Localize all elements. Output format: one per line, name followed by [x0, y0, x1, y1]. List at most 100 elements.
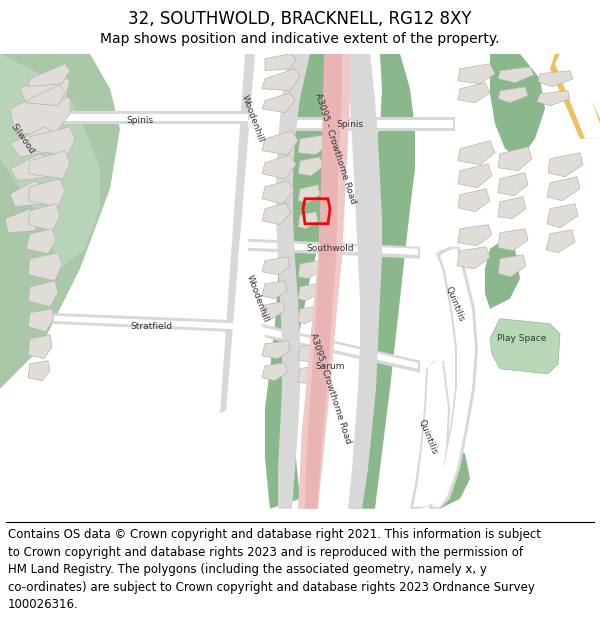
Text: 32, SOUTHWOLD, BRACKNELL, RG12 8XY: 32, SOUTHWOLD, BRACKNELL, RG12 8XY: [128, 10, 472, 28]
Polygon shape: [248, 117, 455, 131]
Polygon shape: [298, 135, 328, 155]
Polygon shape: [498, 87, 528, 103]
Polygon shape: [490, 319, 560, 374]
Polygon shape: [457, 247, 490, 269]
Polygon shape: [458, 164, 492, 188]
Polygon shape: [262, 341, 290, 359]
Polygon shape: [10, 181, 48, 207]
Polygon shape: [262, 362, 287, 381]
Text: Quintilis: Quintilis: [444, 285, 466, 322]
Polygon shape: [410, 361, 450, 509]
Polygon shape: [28, 309, 54, 332]
Text: Stratfield: Stratfield: [130, 322, 172, 331]
Text: Woodenhill: Woodenhill: [245, 274, 271, 324]
Polygon shape: [298, 157, 323, 176]
Polygon shape: [298, 185, 320, 202]
Text: A3095 - Crowthorne Road: A3095 - Crowthorne Road: [313, 92, 357, 206]
Polygon shape: [28, 281, 58, 307]
Polygon shape: [28, 151, 70, 179]
Text: Sarum: Sarum: [315, 362, 345, 371]
Polygon shape: [498, 147, 532, 171]
Polygon shape: [28, 64, 70, 87]
Polygon shape: [0, 54, 120, 389]
Polygon shape: [430, 444, 470, 509]
Polygon shape: [26, 229, 56, 254]
Text: Southwold: Southwold: [306, 244, 354, 253]
Polygon shape: [458, 64, 495, 84]
Polygon shape: [248, 324, 418, 369]
Text: Map shows position and indicative extent of the property.: Map shows position and indicative extent…: [100, 32, 500, 46]
Polygon shape: [498, 67, 534, 82]
Polygon shape: [248, 239, 420, 259]
Polygon shape: [490, 54, 545, 159]
Polygon shape: [28, 361, 50, 381]
Polygon shape: [262, 155, 296, 179]
Text: A3095 - Crowthorne Road: A3095 - Crowthorne Road: [308, 332, 352, 446]
Polygon shape: [262, 69, 300, 91]
Text: Silwood: Silwood: [8, 122, 36, 156]
Polygon shape: [458, 141, 495, 165]
Polygon shape: [50, 316, 248, 330]
Polygon shape: [262, 131, 298, 155]
Polygon shape: [50, 114, 248, 121]
Polygon shape: [278, 139, 310, 199]
Polygon shape: [0, 54, 600, 509]
Polygon shape: [262, 257, 290, 275]
Polygon shape: [547, 177, 580, 201]
Polygon shape: [298, 344, 320, 362]
Polygon shape: [28, 253, 62, 281]
Polygon shape: [10, 154, 55, 181]
Polygon shape: [10, 127, 60, 157]
Text: Spinis: Spinis: [337, 120, 364, 129]
Polygon shape: [537, 91, 570, 106]
Polygon shape: [26, 85, 65, 106]
Polygon shape: [226, 54, 285, 412]
Polygon shape: [262, 202, 291, 225]
Polygon shape: [248, 242, 418, 255]
Polygon shape: [265, 54, 345, 509]
Polygon shape: [370, 129, 395, 199]
Text: Contains OS data © Crown copyright and database right 2021. This information is : Contains OS data © Crown copyright and d…: [8, 528, 541, 611]
Polygon shape: [220, 54, 278, 414]
Polygon shape: [458, 189, 490, 212]
Polygon shape: [248, 120, 453, 127]
Polygon shape: [10, 89, 70, 134]
Polygon shape: [298, 284, 318, 301]
Polygon shape: [350, 54, 415, 509]
Polygon shape: [28, 335, 52, 359]
Polygon shape: [498, 255, 526, 277]
Polygon shape: [498, 197, 526, 219]
Polygon shape: [5, 209, 40, 232]
Polygon shape: [498, 173, 528, 196]
Polygon shape: [458, 225, 492, 246]
Polygon shape: [262, 302, 285, 319]
Polygon shape: [28, 179, 65, 207]
Polygon shape: [548, 152, 583, 177]
Polygon shape: [248, 321, 420, 372]
Polygon shape: [0, 54, 100, 269]
Text: Woodenhill: Woodenhill: [240, 94, 266, 144]
Polygon shape: [262, 281, 287, 299]
Polygon shape: [413, 361, 448, 507]
Polygon shape: [550, 54, 600, 139]
Polygon shape: [298, 261, 320, 279]
Polygon shape: [458, 82, 490, 102]
Polygon shape: [298, 212, 318, 229]
Polygon shape: [298, 307, 317, 324]
Polygon shape: [50, 111, 248, 124]
Polygon shape: [538, 71, 573, 87]
Polygon shape: [547, 204, 578, 228]
Text: Quintilis: Quintilis: [417, 418, 439, 456]
Polygon shape: [348, 54, 382, 509]
Polygon shape: [555, 54, 600, 139]
Polygon shape: [262, 92, 295, 112]
Polygon shape: [485, 239, 520, 309]
Polygon shape: [50, 312, 248, 332]
Polygon shape: [428, 247, 478, 509]
Polygon shape: [546, 230, 575, 253]
Polygon shape: [298, 54, 350, 509]
Polygon shape: [262, 181, 294, 204]
Polygon shape: [498, 229, 528, 251]
Text: Play Space: Play Space: [497, 334, 547, 343]
Polygon shape: [276, 54, 310, 509]
